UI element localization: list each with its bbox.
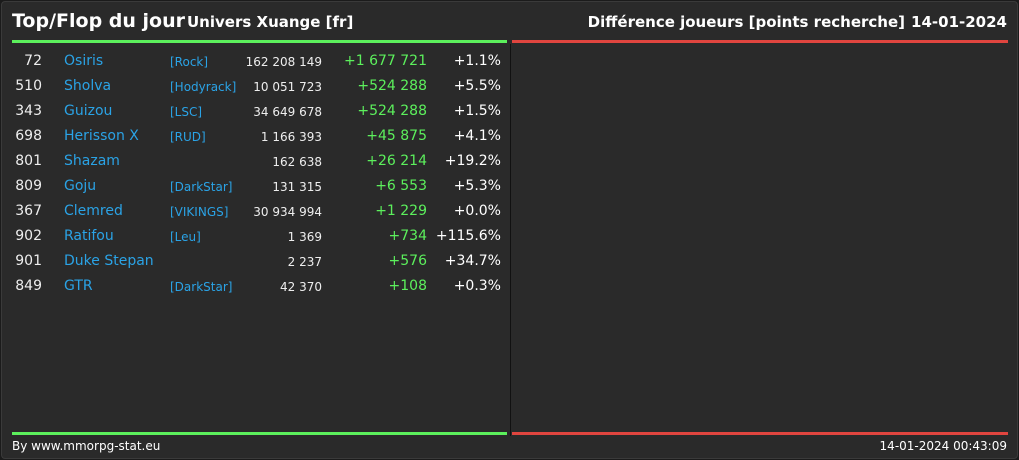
points-diff: +26 214 — [366, 153, 427, 169]
points-diff: +45 875 — [366, 128, 427, 144]
alliance-link[interactable]: [RUD] — [170, 130, 206, 144]
player-name-link[interactable]: Clemred — [64, 203, 123, 219]
player-points: 162 208 149 — [245, 55, 322, 69]
timestamp: 14-01-2024 00:43:09 — [879, 439, 1007, 453]
percent-diff: +115.6% — [435, 228, 501, 244]
alliance-link[interactable]: [DarkStar] — [170, 280, 233, 294]
points-diff: +6 553 — [375, 178, 427, 194]
player-name-link[interactable]: Shazam — [64, 153, 120, 169]
table-row: 367 Clemred [VIKINGS] 30 934 994 +1 229 +0.0% — [12, 200, 507, 225]
top-bar-green — [12, 40, 507, 43]
percent-diff: +1.1% — [453, 53, 501, 69]
universe-label: Univers Xuange [fr] — [187, 13, 354, 31]
player-name-link[interactable]: Sholva — [64, 78, 112, 94]
percent-diff: +34.7% — [444, 253, 501, 269]
player-name-link[interactable]: Herisson X — [64, 128, 139, 144]
alliance-link[interactable]: [Rock] — [170, 55, 209, 69]
points-diff: +1 229 — [375, 203, 427, 219]
points-diff: +1 677 721 — [344, 53, 427, 69]
column-divider — [510, 44, 511, 436]
player-points: 30 934 994 — [253, 205, 322, 219]
bottom-bar-red — [512, 432, 1008, 435]
player-name-link[interactable]: Guizou — [64, 103, 113, 119]
alliance-link[interactable]: [Hodyrack] — [170, 80, 237, 94]
player-rank: 809 — [15, 178, 42, 194]
player-rank: 902 — [15, 228, 42, 244]
player-rank: 901 — [15, 253, 42, 269]
player-points: 1 369 — [287, 230, 322, 244]
player-rank: 698 — [15, 128, 42, 144]
player-rank: 510 — [15, 78, 42, 94]
table-row: 809 Goju [DarkStar] 131 315 +6 553 +5.3% — [12, 175, 507, 200]
player-rank: 72 — [24, 53, 42, 69]
percent-diff: +5.5% — [453, 78, 501, 94]
percent-diff: +19.2% — [444, 153, 501, 169]
table-row: 510 Sholva [Hodyrack] 10 051 723 +524 288 +5.… — [12, 75, 507, 100]
player-name-link[interactable]: Goju — [64, 178, 97, 194]
player-name-link[interactable]: Osiris — [64, 53, 104, 69]
points-diff: +524 288 — [357, 78, 427, 94]
player-points: 1 166 393 — [260, 130, 322, 144]
percent-diff: +1.5% — [453, 103, 501, 119]
player-rank: 849 — [15, 278, 42, 294]
player-rank: 801 — [15, 153, 42, 169]
player-name-link[interactable]: Duke Stepan — [64, 253, 154, 269]
player-rank: 367 — [15, 203, 42, 219]
table-row: 698 Herisson X [RUD] 1 166 393 +45 875 +4.1% — [12, 125, 507, 150]
points-diff: +734 — [388, 228, 427, 244]
alliance-link[interactable]: [Leu] — [170, 230, 201, 244]
player-name-link[interactable]: GTR — [64, 278, 93, 294]
bottom-bar-green — [12, 432, 507, 435]
table-row: 901 Duke Stepan 2 237 +576 +34.7% — [12, 250, 507, 275]
points-diff: +524 288 — [357, 103, 427, 119]
player-rank: 343 — [15, 103, 42, 119]
header: Top/Flop du jour Univers Xuange [fr] Dif… — [12, 10, 1007, 36]
percent-diff: +0.3% — [453, 278, 501, 294]
credit-link[interactable]: By www.mmorpg-stat.eu — [12, 439, 161, 453]
alliance-link[interactable]: [LSC] — [170, 105, 203, 119]
percent-diff: +0.0% — [453, 203, 501, 219]
player-points: 42 370 — [280, 280, 322, 294]
points-diff: +108 — [388, 278, 427, 294]
table-row: 343 Guizou [LSC] 34 649 678 +524 288 +1.5% — [12, 100, 507, 125]
top-bar-red — [512, 40, 1008, 43]
top-list: 72 Osiris [Rock] 162 208 149 +1 677 721 +1.1%… — [12, 50, 507, 300]
table-row: 801 Shazam 162 638 +26 214 +19.2% — [12, 150, 507, 175]
player-points: 162 638 — [272, 155, 322, 169]
alliance-link[interactable]: [DarkStar] — [170, 180, 233, 194]
table-row: 72 Osiris [Rock] 162 208 149 +1 677 721 +1.1% — [12, 50, 507, 75]
player-points: 2 237 — [287, 255, 322, 269]
player-name-link[interactable]: Ratifou — [64, 228, 114, 244]
metric-label: Différence joueurs [points recherche] — [587, 13, 905, 31]
player-points: 34 649 678 — [253, 105, 322, 119]
table-row: 902 Ratifou [Leu] 1 369 +734 +115.6% — [12, 225, 507, 250]
player-points: 10 051 723 — [253, 80, 322, 94]
percent-diff: +4.1% — [453, 128, 501, 144]
page-title: Top/Flop du jour — [12, 10, 185, 32]
points-diff: +576 — [388, 253, 427, 269]
date-label: 14-01-2024 — [911, 13, 1007, 31]
percent-diff: +5.3% — [453, 178, 501, 194]
alliance-link[interactable]: [VIKINGS] — [170, 205, 229, 219]
player-points: 131 315 — [272, 180, 322, 194]
table-row: 849 GTR [DarkStar] 42 370 +108 +0.3% — [12, 275, 507, 300]
